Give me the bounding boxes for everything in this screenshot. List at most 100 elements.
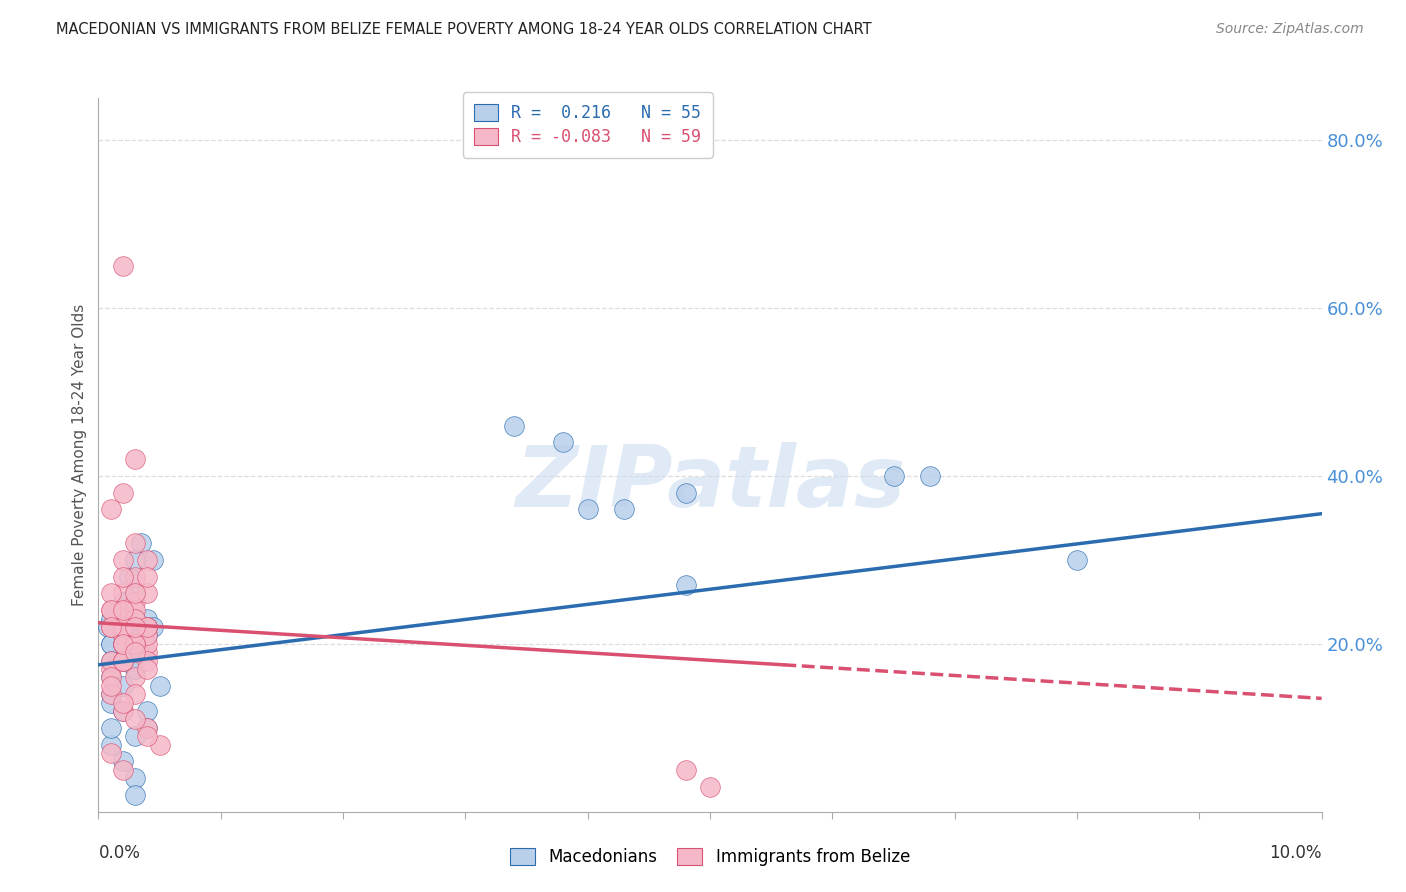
Point bbox=[675, 763, 697, 777]
Y-axis label: Female Poverty Among 18-24 Year Olds: Female Poverty Among 18-24 Year Olds bbox=[72, 304, 87, 606]
Point bbox=[100, 670, 122, 684]
Point bbox=[100, 696, 122, 710]
Point bbox=[100, 662, 122, 676]
Point bbox=[553, 435, 575, 450]
Point bbox=[100, 654, 122, 668]
Point bbox=[118, 654, 141, 668]
Point bbox=[136, 586, 159, 600]
Point bbox=[883, 469, 905, 483]
Point bbox=[136, 620, 159, 634]
Point bbox=[100, 687, 122, 701]
Point bbox=[576, 502, 599, 516]
Point bbox=[124, 637, 146, 651]
Point bbox=[111, 620, 134, 634]
Point bbox=[136, 721, 159, 735]
Point bbox=[124, 586, 146, 600]
Point bbox=[111, 259, 134, 273]
Point bbox=[124, 603, 146, 617]
Point bbox=[100, 637, 122, 651]
Point bbox=[124, 662, 146, 676]
Point bbox=[111, 603, 134, 617]
Point bbox=[111, 603, 134, 617]
Point bbox=[100, 603, 122, 617]
Point bbox=[124, 586, 146, 600]
Point bbox=[100, 620, 122, 634]
Point bbox=[136, 654, 159, 668]
Point bbox=[100, 502, 122, 516]
Point bbox=[105, 620, 128, 634]
Point bbox=[124, 637, 146, 651]
Point bbox=[124, 788, 146, 802]
Point bbox=[111, 637, 134, 651]
Text: 10.0%: 10.0% bbox=[1270, 844, 1322, 862]
Point bbox=[100, 679, 122, 693]
Point bbox=[100, 586, 122, 600]
Point bbox=[124, 712, 146, 726]
Point bbox=[124, 452, 146, 467]
Point bbox=[111, 755, 134, 769]
Point bbox=[124, 637, 146, 651]
Point bbox=[111, 704, 134, 718]
Point bbox=[111, 595, 134, 609]
Point bbox=[105, 603, 128, 617]
Point bbox=[142, 620, 165, 634]
Point bbox=[111, 704, 134, 718]
Point bbox=[111, 628, 134, 642]
Point bbox=[149, 679, 172, 693]
Point bbox=[111, 553, 134, 567]
Point bbox=[136, 704, 159, 718]
Point bbox=[111, 654, 134, 668]
Text: MACEDONIAN VS IMMIGRANTS FROM BELIZE FEMALE POVERTY AMONG 18-24 YEAR OLDS CORREL: MACEDONIAN VS IMMIGRANTS FROM BELIZE FEM… bbox=[56, 22, 872, 37]
Point bbox=[111, 569, 134, 583]
Point bbox=[100, 637, 122, 651]
Point bbox=[118, 569, 141, 583]
Point bbox=[136, 569, 159, 583]
Point bbox=[124, 620, 146, 634]
Text: ZIPatlas: ZIPatlas bbox=[515, 442, 905, 525]
Point bbox=[111, 485, 134, 500]
Point bbox=[124, 645, 146, 659]
Point bbox=[124, 569, 146, 583]
Point bbox=[124, 620, 146, 634]
Point bbox=[136, 628, 159, 642]
Point bbox=[136, 721, 159, 735]
Point bbox=[124, 645, 146, 659]
Point bbox=[111, 637, 134, 651]
Point bbox=[111, 679, 134, 693]
Point bbox=[675, 578, 697, 592]
Point bbox=[100, 603, 122, 617]
Point bbox=[129, 536, 152, 550]
Point bbox=[136, 645, 159, 659]
Text: 0.0%: 0.0% bbox=[98, 844, 141, 862]
Point bbox=[124, 595, 146, 609]
Point bbox=[136, 620, 159, 634]
Text: Source: ZipAtlas.com: Source: ZipAtlas.com bbox=[1216, 22, 1364, 37]
Point bbox=[111, 628, 134, 642]
Point bbox=[111, 654, 134, 668]
Point bbox=[124, 670, 146, 684]
Point bbox=[136, 628, 159, 642]
Legend: Macedonians, Immigrants from Belize: Macedonians, Immigrants from Belize bbox=[502, 840, 918, 875]
Point bbox=[100, 687, 122, 701]
Point bbox=[100, 612, 122, 626]
Point bbox=[142, 553, 165, 567]
Point bbox=[111, 637, 134, 651]
Point bbox=[111, 637, 134, 651]
Point bbox=[100, 620, 122, 634]
Point bbox=[111, 586, 134, 600]
Point bbox=[136, 620, 159, 634]
Point bbox=[124, 662, 146, 676]
Point bbox=[699, 780, 721, 794]
Point bbox=[124, 771, 146, 785]
Point bbox=[1066, 553, 1088, 567]
Point bbox=[111, 654, 134, 668]
Point bbox=[100, 721, 122, 735]
Point bbox=[124, 729, 146, 743]
Point bbox=[124, 536, 146, 550]
Point bbox=[111, 696, 134, 710]
Point bbox=[129, 645, 152, 659]
Point bbox=[136, 612, 159, 626]
Point bbox=[97, 620, 120, 634]
Point bbox=[675, 485, 697, 500]
Point bbox=[136, 729, 159, 743]
